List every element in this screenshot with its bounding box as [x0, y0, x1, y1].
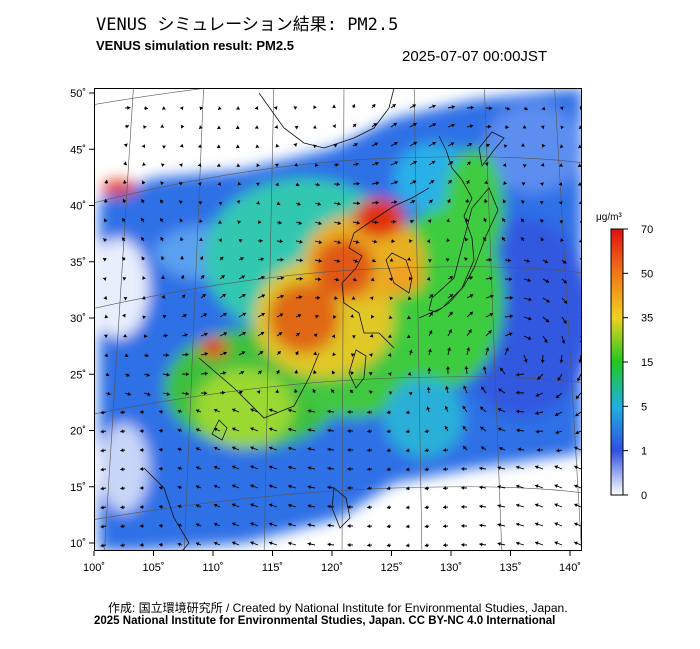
- y-tick-label: 40˚: [70, 201, 86, 213]
- map-frame: [94, 88, 582, 551]
- graticule: [94, 88, 582, 551]
- x-tick-label: 125˚: [380, 562, 402, 574]
- x-tick-label: 115˚: [262, 562, 283, 574]
- colorbar-gradient: [610, 228, 624, 496]
- copyright-line: 2025 National Institute for Environmenta…: [94, 615, 556, 627]
- pm25-map: [94, 88, 582, 551]
- colorbar-label: 70: [641, 224, 653, 236]
- credit-line: 作成: 国立環境研究所 / Created by National Instit…: [108, 601, 568, 615]
- title-japanese: VENUS シミュレーション結果: PM2.5: [96, 15, 399, 35]
- x-tick-label: 100˚: [83, 562, 105, 574]
- y-tick-label: 30˚: [70, 313, 86, 325]
- forecast-timestamp: 2025-07-07 00:00JST: [402, 48, 548, 65]
- colorbar-label: 15: [641, 357, 653, 369]
- x-tick-label: 110˚: [202, 562, 223, 574]
- y-tick-label: 25˚: [70, 369, 86, 381]
- y-tick-label: 35˚: [70, 257, 86, 269]
- y-axis: 50˚ 45˚ 40˚ 35˚ 30˚ 25˚ 20˚ 15˚ 10˚: [70, 88, 94, 550]
- x-axis: 100˚ 105˚ 110˚ 115˚ 120˚ 125˚ 130˚ 135˚ 140˚: [83, 551, 581, 574]
- x-tick-label: 120˚: [321, 562, 343, 574]
- y-tick-label: 15˚: [70, 482, 86, 494]
- colorbar-label: 0: [641, 490, 647, 502]
- x-tick-label: 105˚: [142, 562, 164, 574]
- y-tick-label: 20˚: [70, 426, 86, 438]
- y-tick-label: 50˚: [70, 88, 86, 100]
- colorbar-unit: μg/m³: [596, 212, 622, 223]
- colorbar-label: 35: [641, 313, 653, 325]
- wind-vectors: [100, 103, 582, 548]
- colorbar-label: 5: [641, 401, 647, 413]
- title-english: VENUS simulation result: PM2.5: [96, 38, 294, 53]
- colorbar: μg/m³ 70 50 35 15 5 1 0: [596, 212, 653, 502]
- x-tick-label: 140˚: [559, 562, 581, 574]
- colorbar-label: 1: [641, 446, 647, 458]
- coastlines: [143, 88, 505, 551]
- y-tick-label: 45˚: [70, 144, 86, 156]
- y-tick-label: 10˚: [70, 538, 86, 550]
- x-tick-label: 130˚: [440, 562, 462, 574]
- colorbar-label: 50: [641, 268, 653, 280]
- x-tick-label: 135˚: [499, 562, 521, 574]
